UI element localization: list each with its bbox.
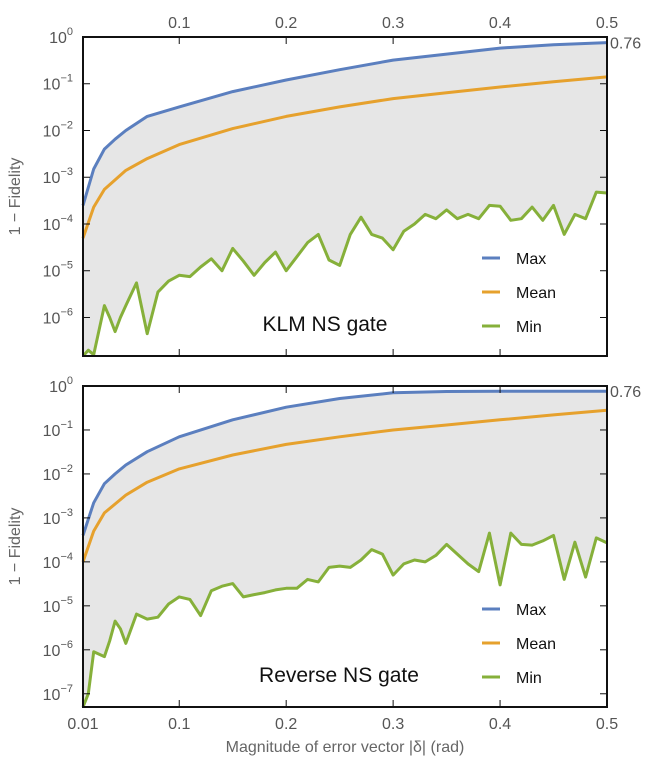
series-line-mean [81, 408, 608, 563]
y-axis-label: 1 − Fidelity [7, 158, 24, 236]
series-line-max [81, 41, 608, 206]
series-line-min [81, 190, 608, 358]
y-tick-label: 10−2 [43, 463, 73, 484]
legend-label-min: Min [516, 319, 542, 336]
y-axis-label: 1 − Fidelity [7, 508, 24, 586]
legend-label-min: Min [516, 670, 542, 687]
y-tick-label: 10−4 [43, 551, 73, 572]
max-end-label: 0.76 [610, 36, 641, 53]
chart-panel-1: 100 10−1 10−2 10−3 10−4 10−5 10−6 0.1 0.2 0.3 0.4 0… [7, 15, 641, 358]
x-tick-label-top: 0.3 [382, 15, 404, 32]
x-tick-label-bottom: 0.3 [382, 716, 404, 733]
legend-label-max: Max [516, 602, 546, 619]
series-line-mean [81, 75, 608, 239]
x-tick-label-bottom: 0.5 [596, 716, 618, 733]
y-tick-label: 10−7 [43, 683, 73, 704]
y-tick-label: 10−5 [43, 260, 73, 281]
x-tick-label-bottom: 0.4 [489, 716, 511, 733]
legend-label-max: Max [516, 251, 546, 268]
x-tick-label-top: 0.1 [168, 15, 190, 32]
x-tick-label-top: 0.4 [489, 15, 511, 32]
y-tick-label: 10−1 [43, 419, 73, 440]
min-max-band [83, 42, 607, 356]
x-tick-label-bottom: 0.01 [67, 716, 98, 733]
x-axis-label: Magnitude of error vector |δ| (rad) [226, 739, 465, 756]
x-tick-label-top: 0.2 [275, 15, 297, 32]
chart-panel-2: 100 10−1 10−2 10−3 10−4 10−5 10−6 10−7 1 − Fidel… [7, 375, 641, 708]
min-max-band [83, 391, 607, 707]
max-end-label: 0.76 [610, 384, 641, 401]
panel-label: KLM NS gate [263, 313, 388, 336]
x-tick-label-bottom: 0.1 [168, 716, 190, 733]
y-tick-label: 10−5 [43, 595, 73, 616]
y-tick-label: 100 [49, 375, 73, 396]
y-tick-label: 10−6 [43, 639, 73, 660]
panel-label: Reverse NS gate [259, 664, 419, 687]
y-tick-label: 10−4 [43, 213, 73, 234]
legend-label-mean: Mean [516, 285, 556, 302]
y-tick-label: 10−1 [43, 73, 73, 94]
x-tick-label-bottom: 0.2 [275, 716, 297, 733]
series-line-min [81, 531, 608, 708]
plot-frame [82, 36, 608, 357]
plot-frame [82, 385, 608, 708]
x-tick-label-top: 0.5 [596, 15, 618, 32]
y-tick-label: 10−3 [43, 507, 73, 528]
series-line-max [81, 389, 607, 536]
y-tick-label: 100 [49, 26, 73, 47]
legend-label-mean: Mean [516, 636, 556, 653]
y-tick-label: 10−3 [43, 166, 73, 187]
y-tick-label: 10−6 [43, 306, 73, 327]
y-tick-label: 10−2 [43, 119, 73, 140]
